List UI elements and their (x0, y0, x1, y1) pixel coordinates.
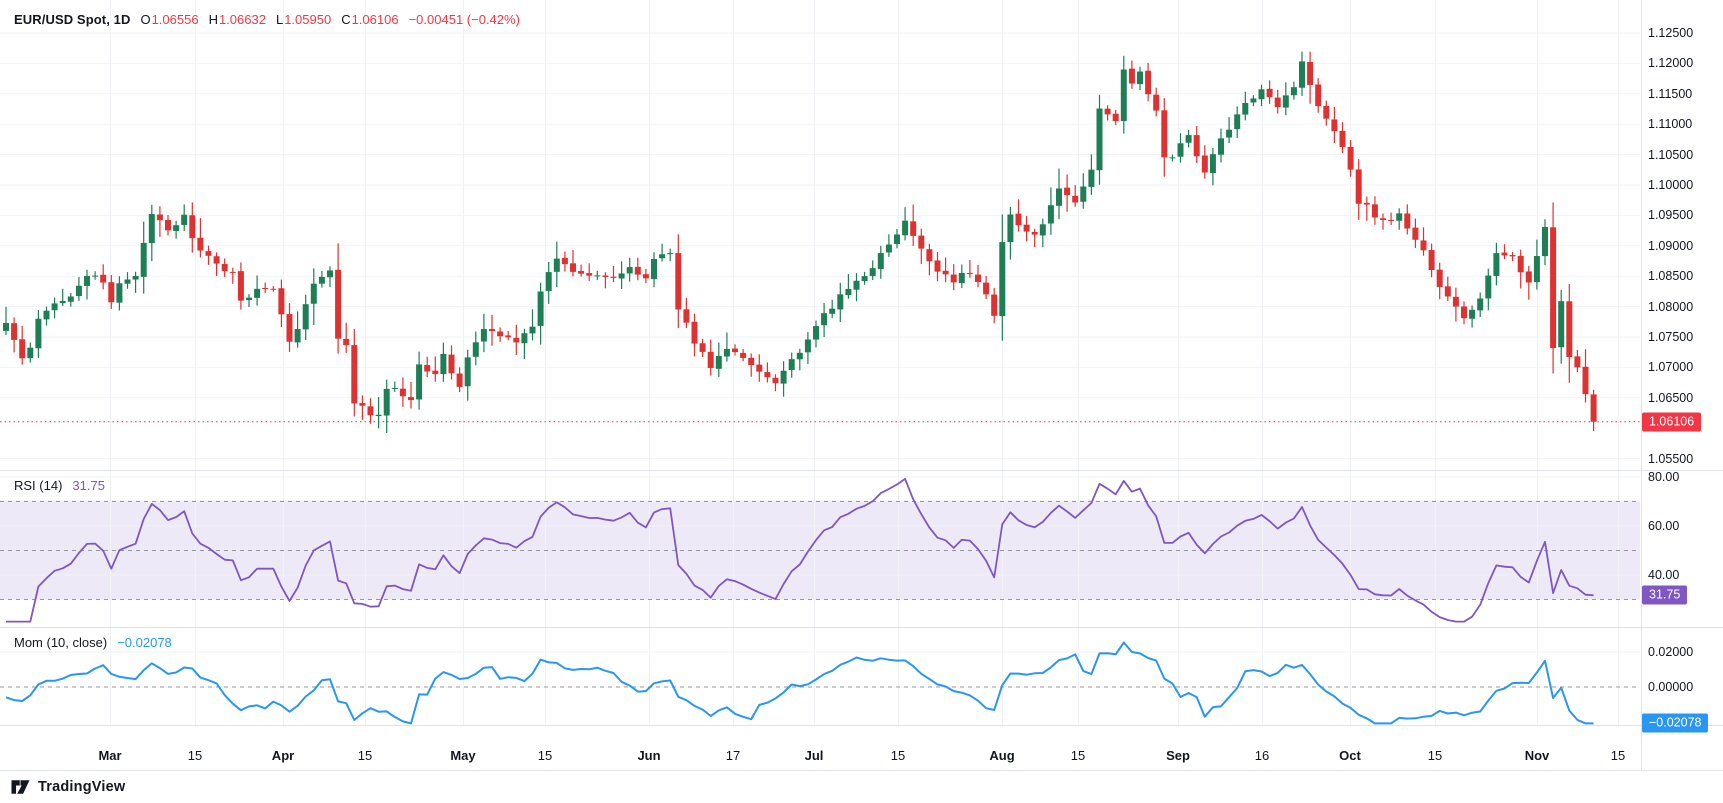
rsi-value-badge: 31.75 (1642, 585, 1688, 605)
price-axis-label: 1.05500 (1648, 451, 1694, 466)
price-axis-label: 1.11500 (1648, 86, 1693, 101)
price-axis-label: 1.10500 (1648, 147, 1694, 162)
time-axis-label: 15 (1610, 748, 1626, 763)
rsi-indicator-title: RSI (14) (14, 478, 63, 493)
price-axis-label: 1.12500 (1648, 26, 1694, 40)
rsi-legend: RSI (14) 31.75 (14, 478, 105, 493)
rsi-indicator-value: 31.75 (72, 478, 105, 493)
time-axis-label: 15 (890, 748, 906, 763)
symbol-legend: EUR/USD Spot, 1D O 1.06556 H 1.06632 L 1.0595… (14, 12, 520, 27)
time-axis-label: 16 (1254, 748, 1270, 763)
time-axis-label: Sep (1166, 748, 1190, 763)
symbol-title: EUR/USD Spot, 1D (14, 12, 131, 27)
tradingview-logo-icon[interactable] (10, 778, 31, 796)
ohlc-item: C 1.06106 (341, 12, 399, 27)
ohlc-item: O 1.06556 (140, 12, 199, 27)
mom-indicator-value: −0.02078 (117, 635, 172, 650)
time-axis-label: Jun (637, 748, 661, 763)
rsi-axis-label: 80.00 (1648, 470, 1680, 484)
mom-axis-label: 0.00000 (1648, 680, 1694, 694)
ohlc-item: L 1.05950 (275, 12, 332, 27)
price-axis-label: 1.09500 (1648, 208, 1694, 223)
ohlc-item: H 1.06632 (208, 12, 266, 27)
price-axis-label: 1.12000 (1648, 56, 1694, 71)
time-axis-label: Aug (989, 748, 1015, 763)
tradingview-logo-text[interactable]: TradingView (38, 779, 126, 795)
time-axis-label: 15 (1070, 748, 1086, 763)
momentum-line (5, 641, 1594, 725)
last-price-badge: 1.06106 (1642, 412, 1702, 432)
time-axis-label: 17 (725, 748, 741, 763)
time-axis-label: Oct (1339, 748, 1361, 763)
price-axis-label: 1.10000 (1648, 177, 1694, 192)
change-value: −0.00451 (−0.42%) (408, 12, 520, 27)
mom-value-badge: −0.02078 (1642, 713, 1709, 733)
candlestick-series (3, 51, 1597, 434)
price-axis-label: 1.09000 (1648, 238, 1694, 253)
time-axis-label: Mar (98, 748, 122, 763)
price-axis-label: 1.08000 (1648, 299, 1694, 314)
price-axis-label: 1.07500 (1648, 329, 1694, 344)
ohlc-values: O 1.06556 H 1.06632 L 1.05950 C 1.06106 (140, 12, 398, 27)
time-axis-label: Apr (271, 748, 295, 763)
rsi-line (6, 477, 1594, 623)
chart-plot-area[interactable] (0, 0, 1640, 725)
price-axis-label: 1.11000 (1648, 117, 1693, 132)
mom-indicator-title: Mom (10, close) (14, 635, 108, 650)
time-axis-label: Nov (1524, 748, 1550, 763)
rsi-axis-label: 40.00 (1648, 568, 1680, 583)
bottom-bar: TradingView (0, 770, 1723, 803)
mom-axis-label: 0.02000 (1648, 645, 1694, 659)
time-axis-label: 15 (1427, 748, 1443, 763)
time-axis-label: May (450, 748, 476, 763)
mom-legend: Mom (10, close) −0.02078 (14, 635, 172, 650)
time-axis-label: Jul (804, 748, 824, 763)
time-axis-label: 15 (357, 748, 373, 763)
time-axis-label: 15 (187, 748, 203, 763)
price-axis-label: 1.07000 (1648, 360, 1694, 375)
price-axis-label: 1.08500 (1648, 269, 1694, 284)
time-axis-label: 15 (537, 748, 553, 763)
rsi-axis-label: 60.00 (1648, 519, 1680, 534)
price-axis-label: 1.06500 (1648, 390, 1694, 405)
